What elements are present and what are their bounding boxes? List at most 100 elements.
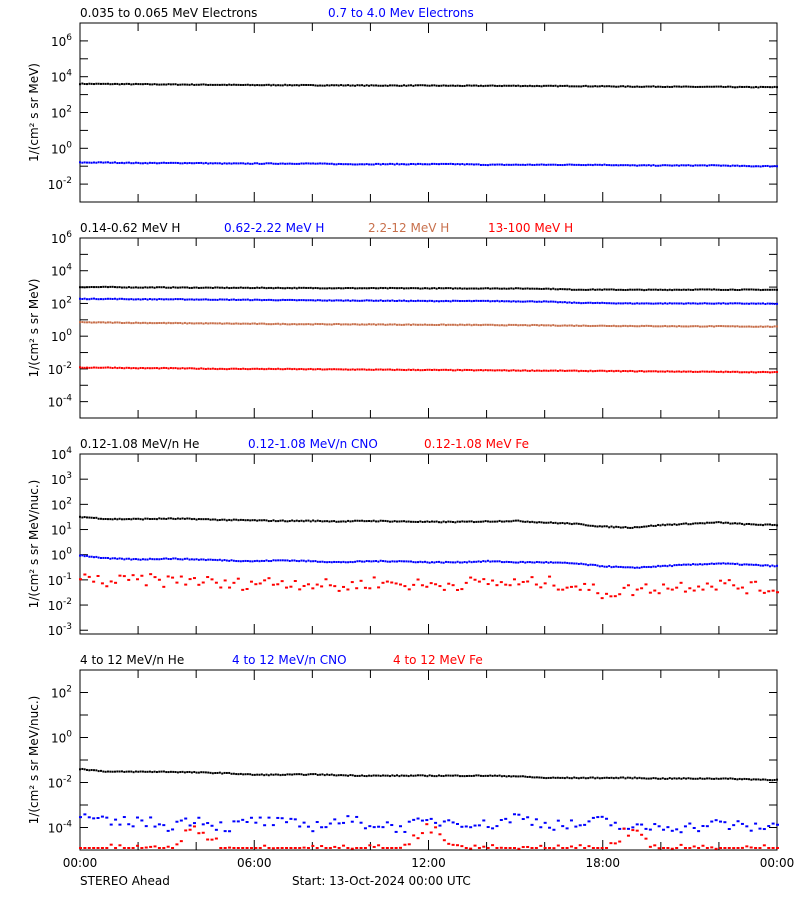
data-point	[258, 368, 261, 371]
data-point	[692, 164, 695, 167]
data-point	[640, 777, 643, 780]
data-point	[460, 825, 464, 828]
data-point	[755, 325, 758, 328]
data-point	[526, 775, 529, 778]
data-point	[638, 85, 641, 88]
data-point	[696, 522, 699, 525]
data-point	[675, 325, 678, 328]
data-point	[258, 286, 261, 289]
data-point	[414, 287, 417, 290]
data-point	[426, 775, 429, 778]
data-point	[556, 819, 560, 822]
data-point	[736, 289, 739, 292]
data-point	[99, 286, 102, 289]
data-point	[209, 322, 212, 325]
data-point	[528, 775, 531, 778]
data-point	[584, 524, 587, 527]
data-point	[218, 162, 221, 165]
data-point	[214, 83, 217, 86]
data-point	[470, 774, 473, 777]
data-point	[507, 561, 510, 564]
data-point	[755, 523, 758, 526]
data-point	[619, 164, 622, 167]
data-point	[410, 520, 413, 523]
data-point	[351, 286, 354, 289]
data-point	[694, 563, 697, 566]
data-point	[591, 164, 594, 167]
data-point	[666, 370, 669, 373]
data-point	[554, 776, 557, 779]
data-point	[386, 560, 389, 563]
data-point	[505, 84, 508, 87]
data-point	[538, 369, 541, 372]
data-point	[605, 592, 609, 595]
data-point	[131, 825, 135, 828]
data-point	[554, 288, 557, 291]
data-point	[424, 520, 427, 523]
data-point	[104, 297, 107, 300]
data-point	[568, 369, 571, 372]
data-point	[442, 287, 445, 290]
data-point	[722, 85, 725, 88]
data-point	[181, 83, 184, 86]
data-point	[114, 581, 118, 584]
data-point	[88, 298, 91, 301]
data-point	[356, 323, 359, 326]
data-point	[162, 585, 166, 588]
data-point	[666, 777, 669, 780]
data-point	[491, 520, 494, 523]
data-point	[608, 776, 611, 779]
data-point	[694, 777, 697, 780]
data-point	[652, 302, 655, 305]
data-point	[300, 367, 303, 370]
data-point	[186, 322, 189, 325]
data-point	[330, 299, 333, 302]
data-point	[176, 771, 179, 774]
data-point	[139, 770, 142, 773]
data-point	[95, 286, 98, 289]
data-point	[577, 522, 580, 525]
data-point	[351, 84, 354, 87]
data-point	[755, 85, 758, 88]
data-point	[629, 324, 632, 327]
data-point	[475, 299, 478, 302]
data-point	[713, 288, 716, 291]
data-point	[464, 825, 468, 828]
data-point	[605, 85, 608, 88]
data-point	[206, 576, 210, 579]
data-point	[333, 845, 337, 848]
data-point	[666, 85, 669, 88]
data-point	[440, 287, 443, 290]
data-point	[688, 822, 692, 825]
data-point	[534, 583, 538, 586]
data-point	[251, 322, 254, 325]
data-point	[498, 300, 501, 303]
data-point	[375, 520, 378, 523]
data-point	[573, 324, 576, 327]
data-point	[673, 302, 676, 305]
data-point	[463, 300, 466, 303]
data-point	[118, 161, 121, 164]
data-point	[596, 525, 599, 528]
data-point	[575, 324, 578, 327]
data-point	[451, 584, 455, 587]
data-point	[692, 302, 695, 305]
data-point	[500, 324, 503, 327]
data-point	[538, 300, 541, 303]
data-point	[265, 773, 268, 776]
data-point	[337, 822, 341, 825]
data-point	[631, 826, 635, 829]
data-point	[389, 162, 392, 165]
data-point	[484, 84, 487, 87]
data-point	[442, 300, 445, 303]
data-point	[514, 561, 517, 564]
data-point	[375, 299, 378, 302]
data-point	[134, 321, 137, 324]
data-point	[528, 287, 531, 290]
data-point	[575, 369, 578, 372]
data-point	[629, 566, 632, 569]
data-point	[673, 564, 676, 567]
data-point	[216, 368, 219, 371]
data-point	[706, 164, 709, 167]
data-point	[617, 369, 620, 372]
